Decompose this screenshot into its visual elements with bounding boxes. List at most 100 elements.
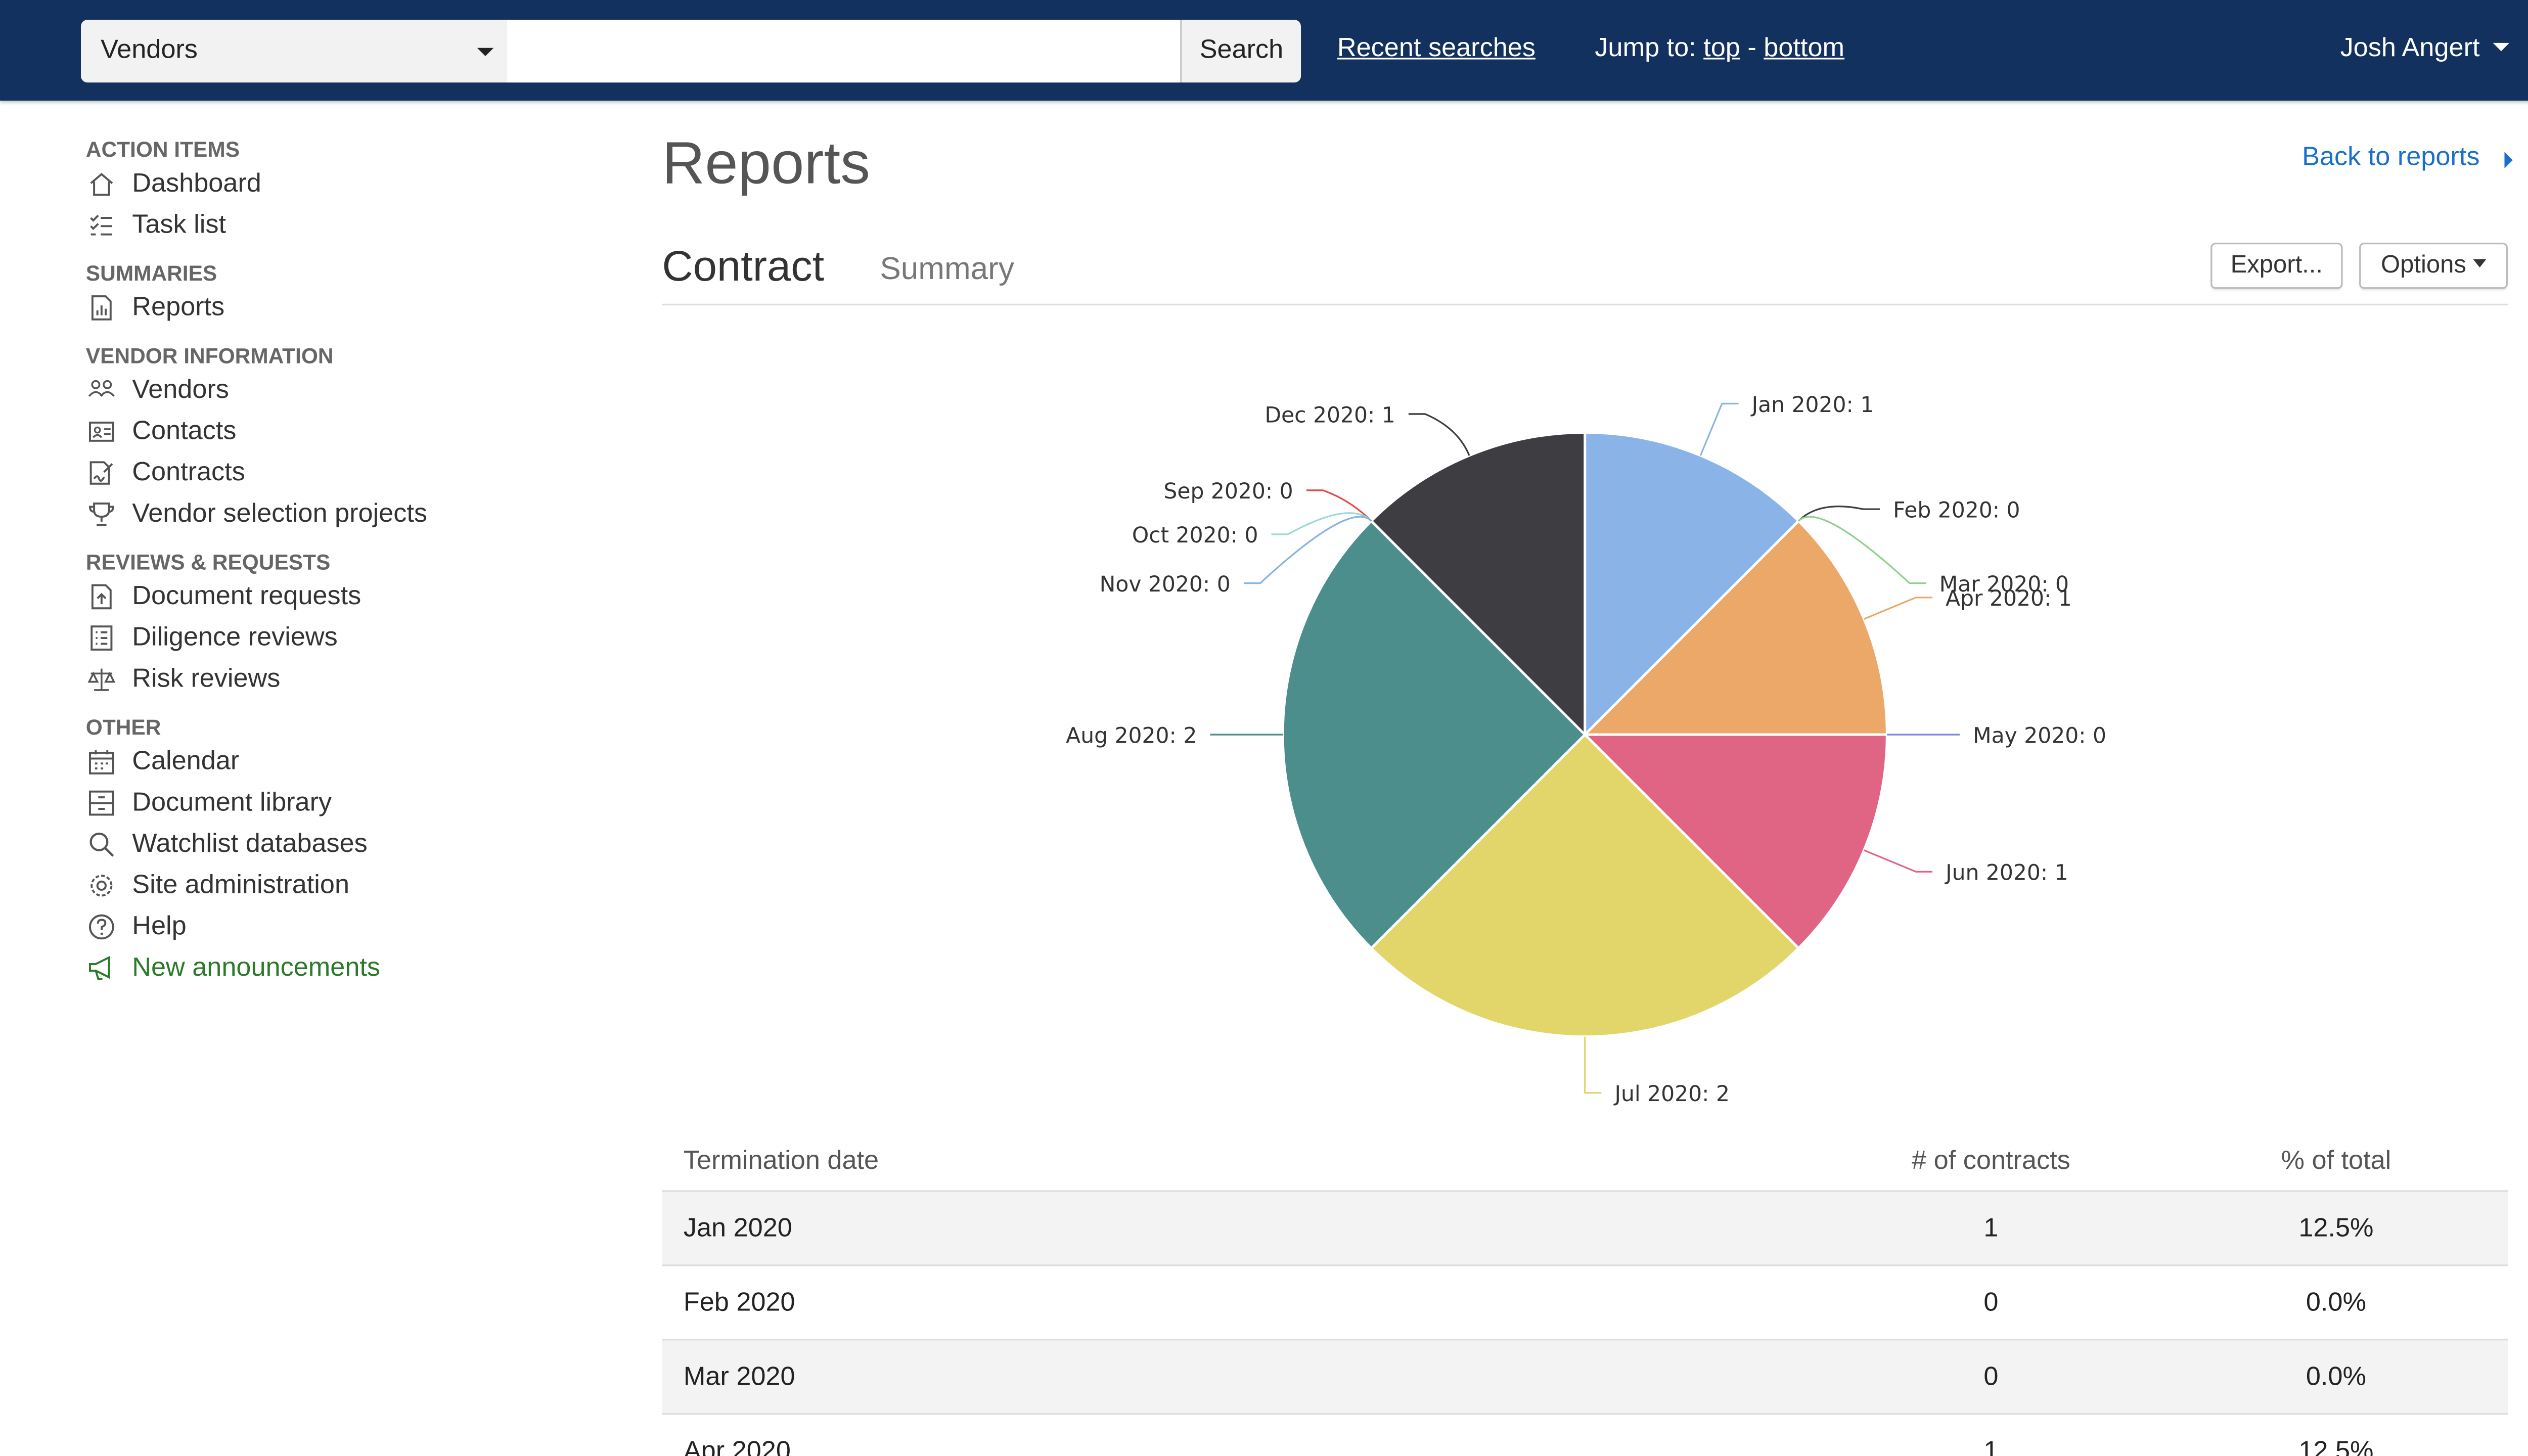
pie-slices (1281, 431, 1888, 1038)
pie-data-label: Feb 2020: 0 (1893, 498, 2020, 523)
pie-data-label: Sep 2020: 0 (1163, 479, 1293, 504)
sidebar-item-label: New announcements (132, 954, 381, 982)
section-header: Contract Summary Export... Options (662, 241, 2508, 306)
sidebar-item-label: Reports (132, 294, 225, 322)
search-input[interactable] (507, 20, 1181, 83)
leader-line (1864, 849, 1932, 873)
sidebar-spacer (86, 246, 581, 259)
scale-icon (87, 668, 116, 691)
sidebar-item-help[interactable]: Help (86, 906, 581, 948)
pie-slice-aug-2020 (1281, 519, 1587, 950)
sidebar-item-diligence-reviews[interactable]: Diligence reviews (86, 617, 581, 659)
recent-searches-link[interactable]: Recent searches (1337, 34, 1536, 63)
sidebar-item-label: Watchlist databases (132, 830, 368, 858)
section-title: Contract (662, 241, 825, 291)
export-button[interactable]: Export... (2210, 242, 2343, 289)
cell-contract-count: 0 (1983, 1289, 1999, 1317)
cell-termination-date: Apr 2020 (683, 1438, 791, 1456)
leader-line (1798, 506, 1880, 522)
sidebar-item-label: Contracts (132, 459, 245, 487)
pie-data-label: Nov 2020: 0 (1100, 572, 1231, 597)
cell-contract-count: 1 (1983, 1438, 1999, 1456)
sidebar-item-label: Document requests (132, 582, 362, 611)
pie-data-label: Mar 2020: 0 (1939, 572, 2069, 597)
sidebar-item-label: Calendar (132, 748, 240, 776)
pie-leaders (1210, 402, 1960, 1094)
cell-termination-date: Feb 2020 (683, 1289, 795, 1317)
table-row: Mar 2020 0 0.0% (662, 1340, 2508, 1415)
sidebar-item-reports[interactable]: Reports (86, 287, 581, 329)
cell-contract-count: 1 (1983, 1215, 1999, 1243)
leader-line (1699, 402, 1739, 456)
column-header-percent[interactable]: % of total (2281, 1147, 2391, 1175)
back-to-reports-link[interactable]: Back to reports (2302, 144, 2513, 173)
options-label: Options (2381, 251, 2466, 279)
sidebar-spacer (86, 329, 581, 342)
back-to-reports-label: Back to reports (2302, 144, 2480, 172)
pie-data-label: Jun 2020: 1 (1944, 861, 2068, 886)
sidebar-item-document-requests[interactable]: Document requests (86, 576, 581, 618)
pie-data-label: Oct 2020: 0 (1132, 523, 1258, 548)
megaphone-icon (88, 956, 110, 980)
sidebar-item-label: Site administration (132, 872, 350, 900)
table-row: Feb 2020 0 0.0% (662, 1266, 2508, 1341)
cell-percent-total: 0.0% (2306, 1289, 2366, 1317)
sidebar-item-calendar[interactable]: Calendar (86, 741, 581, 783)
chevron-down-icon (477, 48, 494, 57)
pie-data-label: Aug 2020: 2 (1066, 723, 1197, 748)
sidebar-section-title: REVIEWS & REQUESTS (85, 550, 331, 575)
table-header: Termination date # of contracts % of tot… (662, 1132, 2508, 1192)
user-menu[interactable]: Josh Angert (2340, 35, 2510, 65)
search-scope-select[interactable]: Vendors (80, 20, 507, 83)
sidebar-item-contracts[interactable]: Contracts (86, 452, 581, 494)
cell-percent-total: 12.5% (2298, 1438, 2374, 1456)
sidebar-item-vendor-selection-projects[interactable]: Vendor selection projects (86, 493, 581, 535)
pie-data-label: Jan 2020: 1 (1750, 393, 1874, 418)
pie-data-label: Dec 2020: 1 (1265, 403, 1395, 428)
jump-to: Jump to: top - bottom (1595, 35, 1844, 65)
sidebar-section-title: SUMMARIES (85, 260, 217, 286)
leader-line (1408, 413, 1470, 456)
sidebar-item-site-administration[interactable]: Site administration (86, 865, 581, 906)
sidebar-item-label: Document library (132, 789, 332, 817)
help-icon (88, 914, 114, 940)
report-icon (91, 295, 112, 321)
sidebar-section-title: OTHER (85, 714, 161, 740)
sidebar-item-contacts[interactable]: Contacts (86, 411, 581, 452)
jump-to-label: Jump to: (1595, 34, 1696, 63)
leader-line (1271, 512, 1372, 535)
section-subtitle: Summary (880, 252, 1014, 288)
export-label: Export... (2230, 251, 2323, 279)
sidebar-item-label: Risk reviews (132, 665, 281, 694)
sidebar-item-new-announcements[interactable]: New announcements (86, 947, 581, 989)
checklist-icon (90, 214, 113, 236)
sidebar-item-dashboard[interactable]: Dashboard (86, 163, 581, 205)
contract-icon (89, 461, 113, 485)
search-scope-value: Vendors (101, 36, 198, 65)
sidebar-item-document-library[interactable]: Document library (86, 783, 581, 824)
sidebar-item-label: Help (132, 913, 187, 941)
home-icon (90, 172, 113, 196)
document-upload-icon (91, 584, 112, 610)
cell-termination-date: Jan 2020 (683, 1215, 792, 1243)
leader-line (1864, 597, 1932, 620)
user-name: Josh Angert (2340, 34, 2480, 63)
search-button[interactable]: Search (1180, 20, 1301, 83)
jump-top-link[interactable]: top (1703, 34, 1740, 63)
column-header-contracts[interactable]: # of contracts (1912, 1147, 2070, 1175)
chevron-down-icon (2472, 259, 2487, 267)
pie-slice-jul-2020 (1369, 733, 1800, 1038)
chevron-down-icon (2493, 42, 2510, 52)
sidebar-item-vendors[interactable]: Vendors (86, 370, 581, 411)
gear-icon (91, 875, 113, 897)
sidebar-item-label: Diligence reviews (132, 624, 338, 652)
chevron-right-icon (2504, 152, 2513, 169)
jump-bottom-link[interactable]: bottom (1764, 34, 1845, 63)
sidebar-item-watchlist-databases[interactable]: Watchlist databases (86, 824, 581, 865)
cell-contract-count: 0 (1983, 1363, 1999, 1392)
sidebar-item-task-list[interactable]: Task list (86, 205, 581, 246)
column-header-termination-date[interactable]: Termination date (683, 1147, 879, 1175)
options-button[interactable]: Options (2359, 242, 2508, 289)
sidebar-item-risk-reviews[interactable]: Risk reviews (86, 659, 581, 700)
